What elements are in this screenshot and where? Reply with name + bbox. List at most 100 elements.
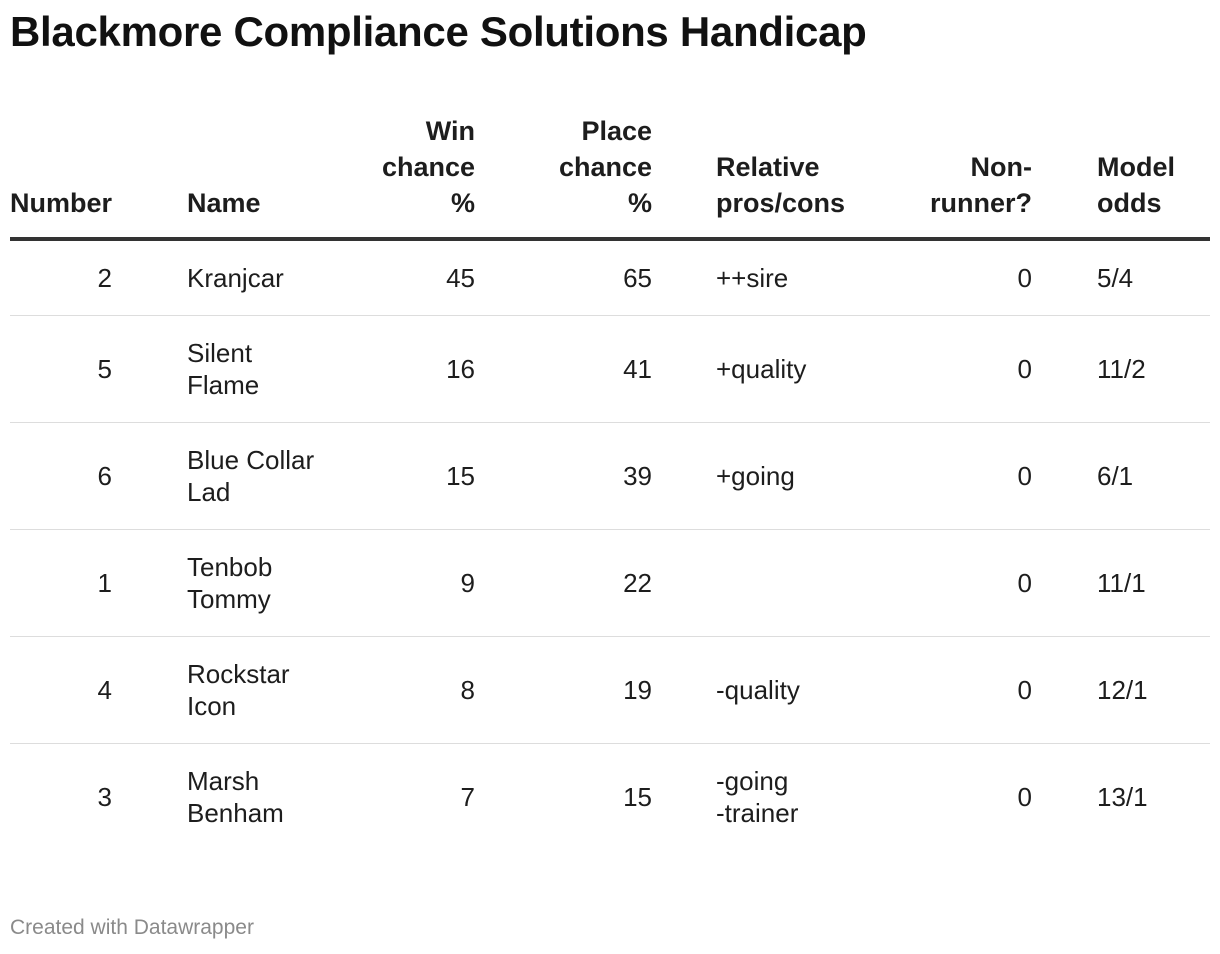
cell-name-text: Blue Collar Lad (187, 445, 315, 507)
column-header-odds[interactable]: Model odds (1032, 113, 1210, 241)
cell-odds: 12/1 (1032, 636, 1210, 744)
cell-place-text: 15 (623, 782, 652, 812)
cell-odds-text: 6/1 (1097, 461, 1134, 491)
cell-nonrunner-text: 0 (1017, 263, 1032, 293)
cell-place-text: 65 (623, 263, 652, 293)
table-row: 2 Kranjcar 45 65 ++sire 0 5/4 (10, 239, 1210, 316)
column-header-win[interactable]: Win chance % (287, 113, 475, 241)
cell-place-text: 41 (623, 354, 652, 384)
cell-nonrunner: 0 (857, 315, 1032, 423)
cell-number: 3 (10, 744, 122, 851)
cell-name: Rockstar Icon (122, 636, 290, 744)
cell-win: 7 (287, 744, 475, 851)
cell-name: Marsh Benham (122, 744, 287, 851)
cell-name-text: Silent Flame (187, 338, 260, 400)
cell-name-text: Marsh Benham (187, 766, 284, 828)
cell-place: 22 (475, 529, 652, 637)
cell-pros-text: ++sire (716, 263, 789, 293)
cell-pros-text: +quality (716, 354, 807, 384)
cell-name-text: Kranjcar (187, 263, 284, 293)
cell-nonrunner-text: 0 (1017, 675, 1032, 705)
cell-number-text: 6 (97, 461, 112, 491)
cell-win-text: 45 (446, 263, 475, 293)
cell-place: 41 (475, 315, 652, 423)
table-row: 3 Marsh Benham 7 15 -going -trainer 0 13/1 (10, 744, 1210, 851)
cell-win: 8 (287, 636, 475, 744)
cell-pros-text: -going -trainer (716, 766, 799, 828)
cell-pros: -going -trainer (652, 744, 857, 851)
cell-number-text: 1 (97, 568, 112, 598)
cell-nonrunner: 0 (857, 636, 1032, 744)
cell-name: Silent Flame (122, 315, 287, 423)
cell-number: 6 (10, 422, 122, 530)
cell-nonrunner-text: 0 (1017, 461, 1032, 491)
cell-odds: 5/4 (1032, 239, 1210, 316)
cell-win-text: 7 (460, 782, 475, 812)
cell-number: 5 (10, 315, 122, 423)
cell-nonrunner: 0 (857, 529, 1032, 637)
cell-place-text: 39 (623, 461, 652, 491)
cell-odds-text: 13/1 (1097, 782, 1148, 812)
column-header-number[interactable]: Number (10, 113, 122, 241)
cell-number-text: 4 (97, 675, 112, 705)
table-row: 5 Silent Flame 16 41 +quality 0 11/2 (10, 315, 1210, 423)
cell-win-text: 8 (460, 675, 475, 705)
cell-nonrunner: 0 (857, 422, 1032, 530)
cell-pros: +going (652, 422, 857, 530)
header-row: Number Name Win chance % Place chance % … (10, 113, 1210, 241)
cell-odds: 11/2 (1032, 315, 1210, 423)
cell-pros: -quality (652, 636, 857, 744)
cell-pros: +quality (652, 315, 857, 423)
cell-odds: 11/1 (1032, 529, 1210, 637)
cell-odds-text: 5/4 (1097, 263, 1134, 293)
cell-pros-text: +going (716, 461, 795, 491)
cell-nonrunner: 0 (857, 744, 1032, 851)
cell-name: Blue Collar Lad (122, 422, 314, 530)
cell-odds-text: 12/1 (1097, 675, 1148, 705)
column-header-pros[interactable]: Relative pros/cons (652, 113, 857, 241)
cell-nonrunner-text: 0 (1017, 568, 1032, 598)
cell-number: 2 (10, 239, 122, 316)
cell-win-text: 15 (446, 461, 475, 491)
cell-win: 45 (287, 239, 475, 316)
column-header-nonrunner[interactable]: Non-runner? (857, 113, 1032, 241)
cell-nonrunner-text: 0 (1017, 354, 1032, 384)
cell-win-text: 16 (446, 354, 475, 384)
cell-place: 39 (475, 422, 652, 530)
cell-number: 4 (10, 636, 122, 744)
cell-pros (652, 529, 857, 637)
cell-odds: 6/1 (1032, 422, 1210, 530)
data-table: Number Name Win chance % Place chance % … (10, 113, 1210, 850)
cell-nonrunner: 0 (857, 239, 1032, 316)
cell-win-text: 9 (460, 568, 475, 598)
cell-pros: ++sire (652, 239, 857, 316)
cell-place-text: 19 (623, 675, 652, 705)
cell-odds-text: 11/1 (1097, 568, 1146, 598)
cell-place: 15 (475, 744, 652, 851)
cell-number-text: 3 (97, 782, 112, 812)
cell-name: Kranjcar (122, 239, 287, 316)
cell-odds-text: 11/2 (1097, 354, 1146, 384)
chart-title: Blackmore Compliance Solutions Handicap (10, 8, 867, 55)
cell-win: 15 (287, 422, 475, 530)
table-row: 4 Rockstar Icon 8 19 -quality 0 12/1 (10, 636, 1210, 744)
cell-number: 1 (10, 529, 122, 637)
cell-pros-text: -quality (716, 675, 800, 705)
column-header-name[interactable]: Name (122, 113, 287, 241)
table-row: 1 Tenbob Tommy 9 22 0 11/1 (10, 529, 1210, 637)
footer-credit: Created with Datawrapper (10, 916, 254, 939)
cell-win: 9 (287, 529, 475, 637)
cell-name-text: Tenbob Tommy (187, 552, 273, 614)
cell-win: 16 (287, 315, 475, 423)
cell-odds: 13/1 (1032, 744, 1210, 851)
column-header-place[interactable]: Place chance % (475, 113, 652, 241)
table-row: 6 Blue Collar Lad 15 39 +going 0 6/1 (10, 422, 1210, 530)
cell-name-text: Rockstar Icon (187, 659, 290, 721)
cell-nonrunner-text: 0 (1017, 782, 1032, 812)
cell-place: 19 (475, 636, 652, 744)
cell-number-text: 2 (97, 263, 112, 293)
cell-number-text: 5 (97, 354, 112, 384)
cell-name: Tenbob Tommy (122, 529, 287, 637)
cell-place: 65 (475, 239, 652, 316)
cell-place-text: 22 (623, 568, 652, 598)
